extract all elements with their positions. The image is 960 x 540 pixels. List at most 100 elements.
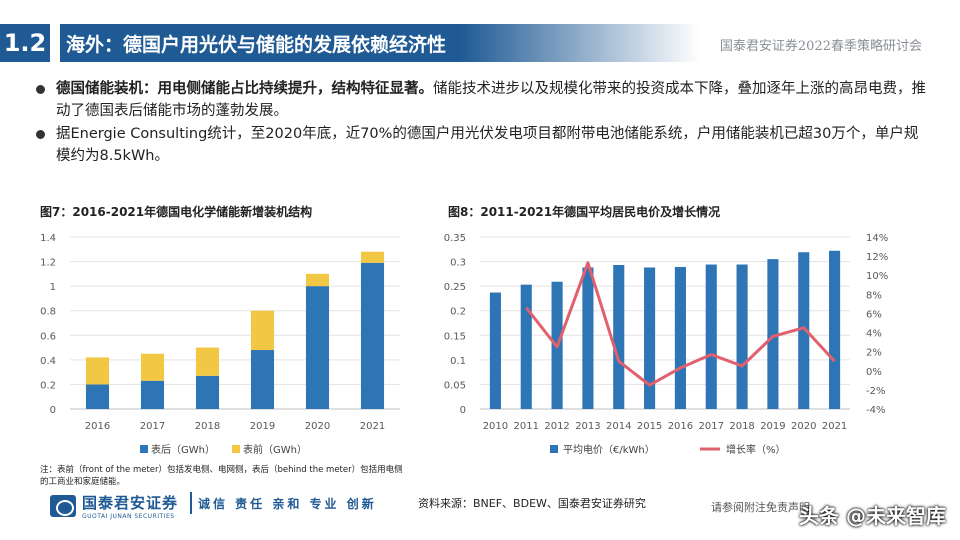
bar <box>767 259 779 409</box>
x-tick-label: 2014 <box>606 421 631 432</box>
bullet-item: 据Energie Consulting统计，至2020年底，近70%的德国户用光… <box>36 123 926 167</box>
legend-label: 表前（GWh） <box>243 443 307 456</box>
x-tick-label: 2019 <box>250 421 275 432</box>
chart-left: 0 0.2 0.4 0.6 0.8 1 1.2 1.4 2016 2017 2018 2019 2020… <box>40 233 400 456</box>
bar <box>520 284 532 409</box>
data-source: 资料来源：BNEF、BDEW、国泰君安证券研究 <box>418 497 646 510</box>
y-right-tick-label: 4% <box>866 329 882 340</box>
y-tick-label: 0.4 <box>40 356 56 367</box>
bar <box>705 264 717 409</box>
bar-segment <box>85 384 110 409</box>
y-right-tick-label: 8% <box>866 290 882 301</box>
bar <box>674 266 686 409</box>
x-tick-label: 2015 <box>637 421 662 432</box>
legend-swatch <box>232 445 240 453</box>
bar-segment <box>140 380 165 409</box>
x-tick-label: 2012 <box>544 421 569 432</box>
bar-segment <box>140 353 165 381</box>
bullet-text: 据Energie Consulting统计，至2020年底，近70%的德国户用光… <box>56 126 919 164</box>
bullet-dot-icon <box>36 130 45 139</box>
y-tick-label: 1.4 <box>40 233 56 244</box>
bullet-item: 德国储能装机：用电侧储能占比持续提升，结构特征显著。储能技术进步以及规模化带来的… <box>36 78 926 122</box>
y-left-tick-label: 0.05 <box>444 380 466 391</box>
y-left-tick-label: 0.35 <box>444 233 466 244</box>
bar-segment <box>85 357 110 385</box>
bar <box>489 292 501 409</box>
x-tick-label: 2021 <box>822 421 847 432</box>
y-left-tick-label: 0 <box>460 405 466 416</box>
bar-segment <box>305 273 330 287</box>
watermark: 头条 @未来智库 <box>799 504 946 528</box>
y-left-tick-label: 0.2 <box>450 307 466 318</box>
x-tick-label: 2013 <box>575 421 600 432</box>
x-tick-label: 2020 <box>791 421 816 432</box>
x-tick-label: 2019 <box>760 421 785 432</box>
bar <box>736 264 748 409</box>
growth-rate-line <box>525 261 836 387</box>
bar-segment <box>250 310 275 351</box>
x-tick-label: 2018 <box>195 421 220 432</box>
legend-label: 平均电价（€/kWh） <box>563 443 655 456</box>
y-tick-label: 1.2 <box>40 258 56 269</box>
legend-swatch <box>140 445 148 453</box>
x-tick-label: 2010 <box>483 421 508 432</box>
y-right-tick-label: 12% <box>866 252 888 263</box>
bullet-text: 储能技术进步以及规模化带来的投资成本下降，叠加逐年上涨的高昂电费，推动了德国表后… <box>56 81 926 119</box>
bullet-dot-icon <box>36 85 45 94</box>
section-number: 1.2 <box>0 24 50 62</box>
legend-label: 表后（GWh） <box>151 443 215 456</box>
bullet-list: 德国储能装机：用电侧储能占比持续提升，结构特征显著。储能技术进步以及规模化带来的… <box>36 78 926 168</box>
bar-segment <box>195 375 220 409</box>
bar <box>582 267 594 409</box>
bar-segment <box>360 251 385 263</box>
y-right-tick-label: 10% <box>866 271 888 282</box>
disclaimer-link[interactable]: 请参阅附注免责声明 <box>711 501 810 514</box>
y-left-tick-label: 0.15 <box>444 331 466 342</box>
y-tick-label: 0.8 <box>40 307 56 318</box>
bar-segment <box>195 347 220 376</box>
chart-left-title: 图7：2016-2021年德国电化学储能新增装机结构 <box>40 205 313 219</box>
y-right-tick-label: 14% <box>866 233 888 244</box>
y-tick-label: 0.2 <box>40 380 56 391</box>
bar-segment <box>360 262 385 409</box>
company-logo: 国泰君安证券 GUOTAI JUNAN SECURITIES <box>50 492 178 520</box>
bullet-bold-text: 德国储能装机：用电侧储能占比持续提升，结构特征显著。 <box>56 81 433 97</box>
x-tick-label: 2017 <box>140 421 165 432</box>
bar <box>613 265 625 409</box>
x-tick-label: 2011 <box>514 421 539 432</box>
y-right-tick-label: -4% <box>866 405 885 416</box>
bar <box>829 250 841 409</box>
x-tick-label: 2020 <box>305 421 330 432</box>
x-tick-label: 2017 <box>699 421 724 432</box>
title-bar-fade <box>460 24 700 62</box>
y-left-tick-label: 0.25 <box>444 282 466 293</box>
y-right-tick-label: 0% <box>866 367 882 378</box>
y-right-tick-label: 6% <box>866 309 882 320</box>
chart-right: 0 0.05 0.1 0.15 0.2 0.25 0.3 0.35 -4% -2% 0% 2% 4% 6%… <box>444 233 889 456</box>
conference-name: 国泰君安证券2022春季策略研讨会 <box>719 39 922 54</box>
x-tick-label: 2021 <box>360 421 385 432</box>
bar-segment <box>250 350 275 409</box>
legend-swatch <box>550 445 558 453</box>
x-tick-label: 2018 <box>729 421 754 432</box>
y-left-tick-label: 0.3 <box>450 258 466 269</box>
x-tick-label: 2016 <box>668 421 693 432</box>
logo-mark-icon <box>50 495 76 517</box>
chart-right-title: 图8：2011-2021年德国平均居民电价及增长情况 <box>448 205 721 219</box>
y-tick-label: 0.6 <box>40 331 56 342</box>
y-left-tick-label: 0.1 <box>450 356 466 367</box>
logo-name-cn: 国泰君安证券 <box>82 494 179 512</box>
y-tick-label: 1 <box>50 282 56 293</box>
slide-header: 1.2 海外：德国户用光伏与储能的发展依赖经济性 国泰君安证券2022春季策略研… <box>0 0 960 64</box>
section-title: 海外：德国户用光伏与储能的发展依赖经济性 <box>60 24 460 62</box>
y-right-tick-label: -2% <box>866 386 885 397</box>
bar <box>798 252 810 409</box>
logo-name-en: GUOTAI JUNAN SECURITIES <box>82 513 175 520</box>
company-slogan: 诚信 责任 亲和 专业 创新 <box>190 492 377 514</box>
y-right-tick-label: 2% <box>866 348 882 359</box>
legend-label: 增长率（%） <box>726 443 786 456</box>
bar <box>644 267 656 409</box>
bar-segment <box>305 286 330 409</box>
chart-note: 注：表前（front of the meter）包括发电侧、电网侧，表后（beh… <box>40 465 403 487</box>
x-tick-label: 2016 <box>85 421 110 432</box>
